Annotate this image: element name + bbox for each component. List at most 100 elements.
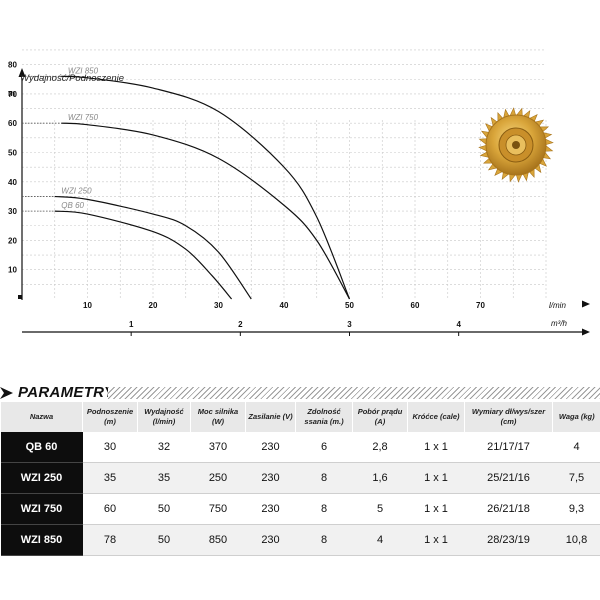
cell: 750: [190, 493, 246, 525]
x-tick-label: 60: [411, 301, 420, 310]
y-tick-label: 20: [8, 236, 17, 245]
pump-performance-chart: Wydajność/Podnoszenie m l/min m³/h 10 20 3…: [8, 49, 590, 336]
cell: 35: [82, 462, 138, 494]
series-line: [54, 210, 233, 300]
cell: 78: [82, 524, 138, 556]
cell: 8: [295, 462, 353, 494]
x2-tick-label: 3: [347, 320, 352, 329]
series-line: [54, 195, 252, 300]
series-line: [61, 122, 351, 300]
table-row: WZI 750 60 50 750 230 8 5 1 x 1 26/21/18…: [0, 493, 600, 525]
col-podnoszenie: Podnoszenie (m): [82, 402, 138, 432]
table-row: QB 60 30 32 370 230 6 2,8 1 x 1 21/17/17…: [0, 432, 600, 463]
y-tick-label: 50: [8, 149, 17, 158]
chart-axes: [18, 68, 590, 336]
parametry-title: PARAMETRY: [18, 384, 115, 401]
series-label: WZI 850: [68, 66, 99, 75]
cell: 9,3: [552, 493, 600, 525]
x-tick-labels: 10 20 30 40 50 60 70: [83, 301, 485, 310]
cell: 1 x 1: [407, 462, 465, 494]
series-label: WZI 750: [68, 113, 99, 122]
series-line: [61, 75, 351, 300]
x-tick-label: 70: [476, 301, 485, 310]
cell: 1 x 1: [407, 524, 465, 556]
x-tick-label: 50: [345, 301, 354, 310]
x2-tick-labels: 1 2 3 4: [129, 320, 461, 336]
x-axis-arrow: [582, 300, 590, 308]
cell: 230: [245, 493, 296, 525]
col-zdolnosc-ssania: Zdolność ssania (m.): [295, 402, 353, 432]
col-zasilanie: Zasilanie (V): [245, 402, 296, 432]
cell: 230: [245, 524, 296, 556]
x2-tick-label: 1: [129, 320, 134, 329]
cell: 21/17/17: [464, 432, 553, 463]
cell: 230: [245, 462, 296, 494]
cell: 1,6: [352, 462, 408, 494]
y-axis-arrow: [18, 68, 26, 77]
x-axis-unit-label: l/min: [549, 301, 566, 310]
parametry-header: PARAMETRY: [0, 384, 600, 402]
cell: 7,5: [552, 462, 600, 494]
cell: 28/23/19: [464, 524, 553, 556]
row-name: WZI 850: [0, 524, 83, 556]
cell: 8: [295, 493, 353, 525]
cell: 5: [352, 493, 408, 525]
y-tick-labels: 10 20 30 40 50 60 70 80: [8, 61, 17, 275]
origin-marker: [18, 295, 22, 299]
col-moc: Moc silnika (W): [190, 402, 246, 432]
cell: 26/21/18: [464, 493, 553, 525]
col-waga: Waga (kg): [552, 402, 600, 432]
cell: 6: [295, 432, 353, 463]
col-krocce: Króćce (cale): [407, 402, 465, 432]
y-tick-label: 70: [8, 90, 17, 99]
x-tick-label: 20: [149, 301, 158, 310]
y-tick-label: 10: [8, 266, 17, 275]
arrow-marker-icon: [0, 387, 13, 399]
table-row: WZI 850 78 50 850 230 8 4 1 x 1 28/23/19…: [0, 524, 600, 556]
cell: 25/21/16: [464, 462, 553, 494]
cell: 8: [295, 524, 353, 556]
cell: 32: [137, 432, 191, 463]
chart-grid: [22, 49, 547, 299]
x-tick-label: 40: [280, 301, 289, 310]
col-nazwa: Nazwa: [0, 402, 83, 432]
x2-tick-label: 4: [456, 320, 461, 329]
parameters-table: Nazwa Podnoszenie (m) Wydajność (l/min) …: [0, 402, 600, 556]
y-axis-unit-label: m: [8, 89, 15, 98]
cell: 4: [552, 432, 600, 463]
y-tick-label: 30: [8, 207, 17, 216]
header-stripes: [108, 387, 600, 399]
cell: 4: [352, 524, 408, 556]
cell: 2,8: [352, 432, 408, 463]
chart-title: Wydajność/Podnoszenie: [20, 73, 124, 84]
cell: 35: [137, 462, 191, 494]
cell: 850: [190, 524, 246, 556]
x2-tick-label: 2: [238, 320, 243, 329]
row-name: WZI 250: [0, 462, 83, 494]
table-header-row: Nazwa Podnoszenie (m) Wydajność (l/min) …: [0, 402, 600, 432]
col-wydajnosc: Wydajność (l/min): [137, 402, 191, 432]
impeller-image: [478, 107, 554, 183]
x-tick-label: 10: [83, 301, 92, 310]
y-tick-label: 40: [8, 178, 17, 187]
cell: 60: [82, 493, 138, 525]
x2-axis-arrow: [582, 328, 590, 336]
x-tick-label: 30: [214, 301, 223, 310]
cell: 50: [137, 524, 191, 556]
row-name: WZI 750: [0, 493, 83, 525]
col-pobor-pradu: Pobór prądu (A): [352, 402, 408, 432]
cell: 250: [190, 462, 246, 494]
row-name: QB 60: [0, 432, 83, 463]
cell: 30: [82, 432, 138, 463]
series-label: WZI 250: [61, 186, 92, 195]
cell: 10,8: [552, 524, 600, 556]
cell: 370: [190, 432, 246, 463]
cell: 1 x 1: [407, 493, 465, 525]
y-tick-label: 60: [8, 119, 17, 128]
y-tick-label: 80: [8, 61, 17, 70]
x2-axis-unit-label: m³/h: [551, 319, 568, 328]
chart-series: WZI 850 WZI 750 WZI 250 QB 60: [22, 66, 351, 300]
cell: 50: [137, 493, 191, 525]
col-wymiary: Wymiary dł/wys/szer (cm): [464, 402, 553, 432]
cell: 1 x 1: [407, 432, 465, 463]
